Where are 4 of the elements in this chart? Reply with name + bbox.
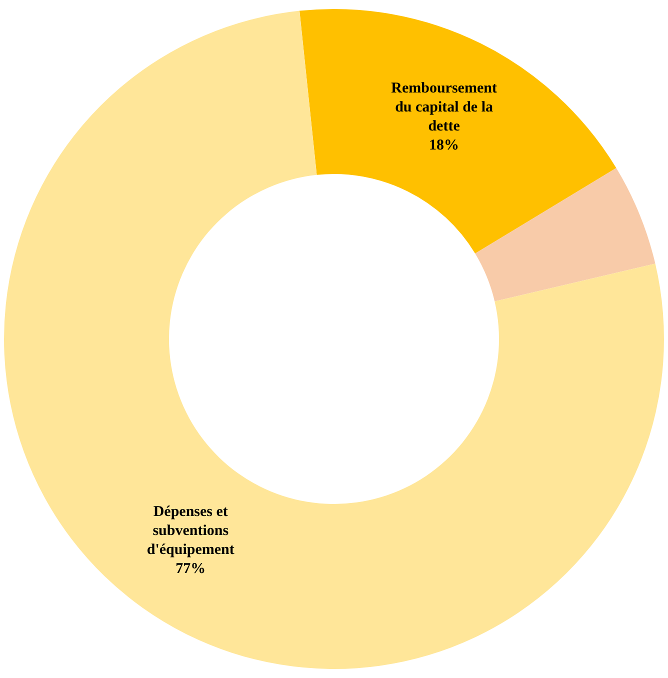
data-label: 77% bbox=[176, 561, 206, 578]
slice-label: Remboursement du capital de la dette bbox=[391, 80, 497, 135]
data-label: 18% bbox=[429, 138, 460, 154]
slice-label: Dépenses et subventions d'équipement bbox=[146, 504, 234, 558]
